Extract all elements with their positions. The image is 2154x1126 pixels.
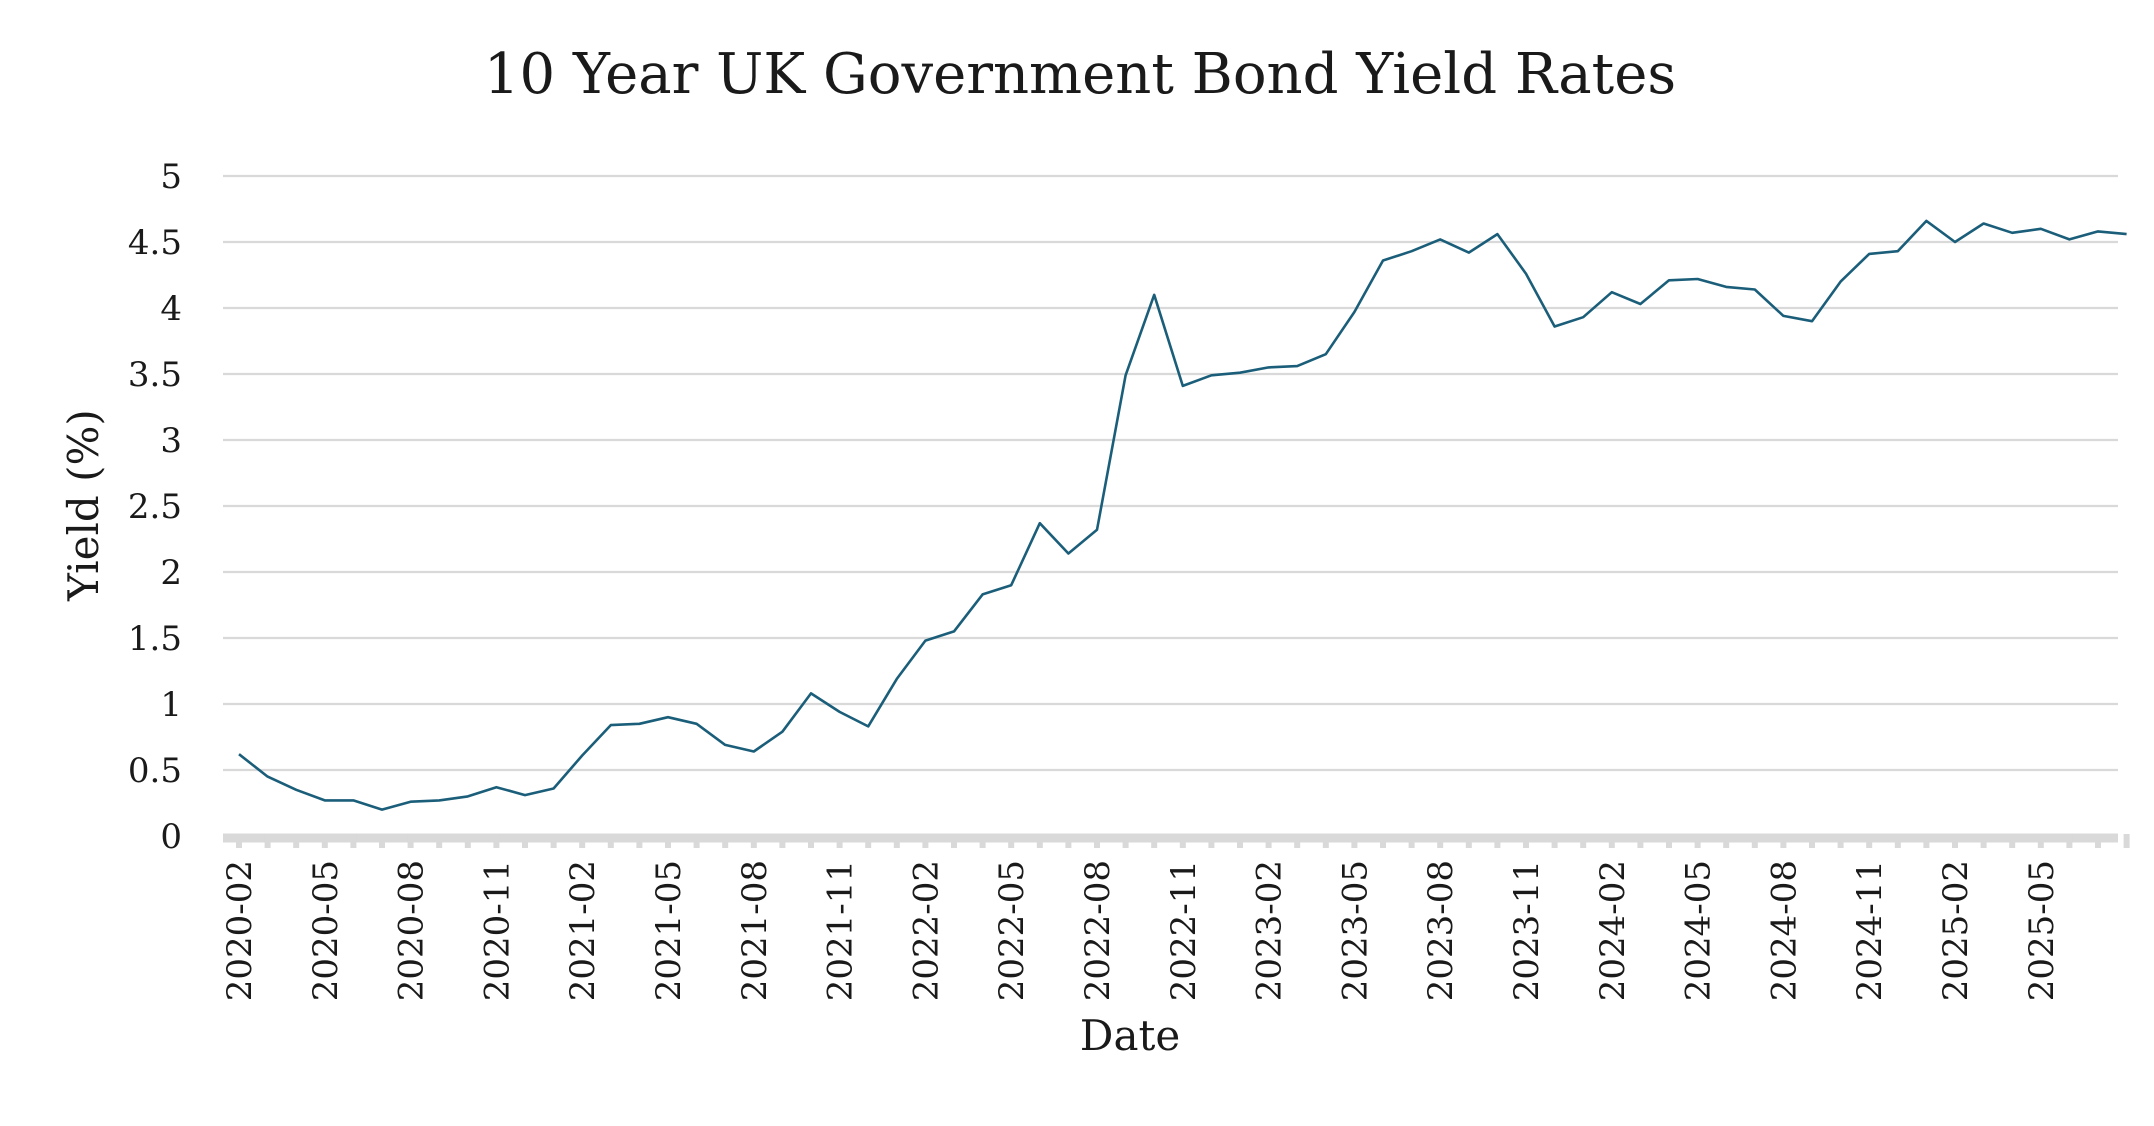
x-tick-label: 2021-08 <box>735 860 775 1001</box>
y-tick-label: 1.5 <box>128 619 182 659</box>
series-line <box>238 219 2127 811</box>
y-tick-label: 2.5 <box>128 487 182 527</box>
y-tick-label: 0.5 <box>128 751 182 791</box>
x-tick-label: 2022-02 <box>906 860 946 1001</box>
x-tick-label: 2020-08 <box>392 860 432 1001</box>
y-tick-label: 5 <box>160 157 182 197</box>
x-tick-label: 2020-11 <box>477 860 517 1001</box>
x-tick-label: 2024-08 <box>1764 860 1804 1001</box>
x-tick-label: 2021-05 <box>649 860 689 1001</box>
y-axis-label: Yield (%) <box>59 409 108 602</box>
x-tick-label: 2023-08 <box>1421 860 1461 1001</box>
x-axis <box>223 833 2130 848</box>
x-tick-label: 2023-05 <box>1335 860 1375 1001</box>
x-tick-label: 2025-05 <box>2022 860 2062 1001</box>
x-tick-label: 2023-02 <box>1250 860 1290 1001</box>
x-tick-label: 2022-11 <box>1164 860 1204 1001</box>
y-tick-label: 2 <box>160 553 182 593</box>
x-tick-label: 2024-02 <box>1593 860 1633 1001</box>
y-tick-label: 1 <box>160 685 182 725</box>
y-tick-label: 0 <box>160 817 182 857</box>
y-tick-label: 3.5 <box>128 355 182 395</box>
x-tick-label: 2022-08 <box>1078 860 1118 1001</box>
y-tick-label: 4.5 <box>128 223 182 263</box>
chart-title: 10 Year UK Government Bond Yield Rates <box>484 42 1676 107</box>
y-axis-ticks: 0 0.5 1 1.5 2 2.5 3 3.5 4 4.5 5 <box>128 157 182 857</box>
x-tick-label: 2024-11 <box>1850 860 1890 1001</box>
x-axis-ticks: 2020-02 2020-05 2020-08 2020-11 2021-02 2021-… <box>220 860 2062 1001</box>
x-tick-label: 2021-11 <box>821 860 861 1001</box>
x-tick-label: 2021-02 <box>563 860 603 1001</box>
y-tick-label: 3 <box>160 421 182 461</box>
y-tick-label: 4 <box>160 289 182 329</box>
x-tick-label: 2023-11 <box>1507 860 1547 1001</box>
x-axis-label: Date <box>1080 1011 1180 1060</box>
x-tick-label: 2024-05 <box>1679 860 1719 1001</box>
x-tick-label: 2022-05 <box>992 860 1032 1001</box>
x-tick-label: 2020-05 <box>306 860 346 1001</box>
x-tick-label: 2025-02 <box>1936 860 1976 1001</box>
x-tick-label: 2020-02 <box>220 860 260 1001</box>
gridlines <box>223 174 2118 772</box>
